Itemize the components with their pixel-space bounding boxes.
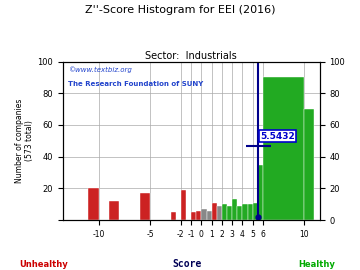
Text: Z''-Score Histogram for EEI (2016): Z''-Score Histogram for EEI (2016) bbox=[85, 5, 275, 15]
Text: Healthy: Healthy bbox=[298, 260, 335, 269]
Bar bbox=[212, 203, 217, 220]
Bar bbox=[181, 190, 186, 220]
Text: Unhealthy: Unhealthy bbox=[19, 260, 68, 269]
Bar bbox=[248, 204, 253, 220]
Bar bbox=[243, 204, 248, 220]
Bar bbox=[304, 109, 314, 220]
Text: The Research Foundation of SUNY: The Research Foundation of SUNY bbox=[68, 81, 203, 87]
Bar bbox=[109, 201, 119, 220]
Bar bbox=[191, 212, 196, 220]
Bar bbox=[232, 200, 237, 220]
Bar bbox=[88, 188, 99, 220]
Bar bbox=[140, 193, 150, 220]
Bar bbox=[201, 209, 207, 220]
Bar bbox=[222, 204, 227, 220]
Text: Score: Score bbox=[172, 259, 202, 269]
Y-axis label: Number of companies
(573 total): Number of companies (573 total) bbox=[15, 99, 35, 183]
Bar bbox=[227, 206, 232, 220]
Bar bbox=[171, 212, 176, 220]
Bar bbox=[263, 77, 304, 220]
Bar bbox=[196, 211, 201, 220]
Text: ©www.textbiz.org: ©www.textbiz.org bbox=[68, 66, 132, 73]
Text: 5.5432: 5.5432 bbox=[260, 132, 294, 141]
Bar bbox=[207, 211, 212, 220]
Bar bbox=[237, 206, 243, 220]
Title: Sector:  Industrials: Sector: Industrials bbox=[145, 51, 237, 61]
Bar bbox=[253, 203, 258, 220]
Bar bbox=[258, 165, 263, 220]
Bar bbox=[217, 206, 222, 220]
